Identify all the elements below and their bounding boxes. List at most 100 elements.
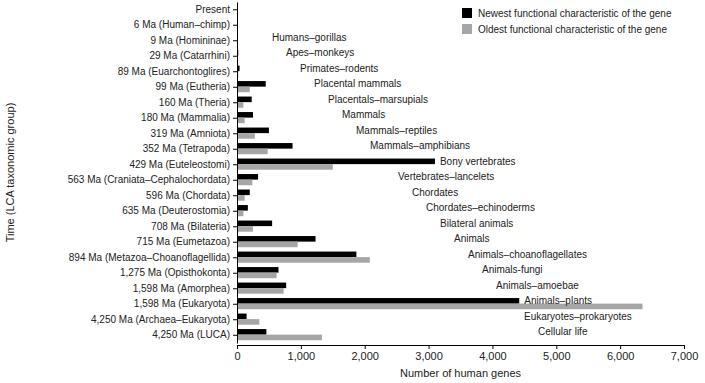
y-tick-label: 894 Ma (Metazoa–Choanoflagellida) xyxy=(69,252,230,263)
y-tick: 563 Ma (Craniata–Cephalochordata) xyxy=(68,174,237,185)
y-tick-mark xyxy=(233,242,237,243)
y-tick-label: 4,250 Ma (Archaea–Eukaryota) xyxy=(91,314,230,325)
bar xyxy=(237,298,519,304)
y-tick-label: 160 Ma (Theria) xyxy=(159,97,230,108)
annotation: Vertebrates–lancelets xyxy=(398,171,494,182)
y-tick-label: 596 Ma (Chordata) xyxy=(146,190,230,201)
annotation: Mammals xyxy=(342,109,385,120)
annotation: Animals–choanoflagellates xyxy=(468,249,587,260)
bar xyxy=(237,335,322,341)
y-axis-line xyxy=(237,3,238,344)
y-tick: 1,598 Ma (Amorphea) xyxy=(133,283,237,294)
x-tick-mark xyxy=(556,345,557,349)
annotation: Placental mammals xyxy=(314,78,401,89)
bar xyxy=(237,87,250,93)
y-tick: 1,275 Ma (Opisthokonta) xyxy=(120,267,237,278)
bar xyxy=(237,180,252,186)
bar xyxy=(237,283,286,289)
y-tick: 596 Ma (Chordata) xyxy=(146,190,237,201)
annotation: Apes–monkeys xyxy=(286,47,354,58)
x-tick-label: 7,000 xyxy=(671,350,699,362)
x-tick-label: 3,000 xyxy=(415,350,443,362)
y-tick-mark xyxy=(233,335,237,336)
y-tick-mark xyxy=(233,180,237,181)
bar xyxy=(237,226,253,232)
annotation: Eukaryotes–prokaryotes xyxy=(524,311,632,322)
y-tick-label: 99 Ma (Eutheria) xyxy=(156,81,230,92)
y-tick: 715 Ma (Eumetazoa) xyxy=(137,236,237,247)
y-tick: 180 Ma (Mammalia) xyxy=(141,112,237,123)
y-tick: 6 Ma (Human–chimp) xyxy=(134,19,237,30)
legend-item: Oldest functional characteristic of the … xyxy=(462,24,667,35)
x-tick-mark xyxy=(301,345,302,349)
y-tick-label: Present xyxy=(196,4,231,15)
y-tick-label: 708 Ma (Bilateria) xyxy=(151,221,230,232)
x-tick: 0 xyxy=(234,345,240,362)
bar xyxy=(237,205,248,211)
bars xyxy=(237,35,642,341)
x-tick: 4,000 xyxy=(479,345,507,362)
y-tick-mark xyxy=(233,25,237,26)
y-tick: 352 Ma (Tetrapoda) xyxy=(143,143,237,154)
x-axis-line xyxy=(238,345,685,346)
y-tick-label: 9 Ma (Homininae) xyxy=(151,35,230,46)
annotation: Mammals–reptiles xyxy=(356,125,437,136)
bar xyxy=(237,159,435,165)
x-tick-label: 5,000 xyxy=(543,350,571,362)
y-tick-label: 89 Ma (Euarchontoglires) xyxy=(118,66,230,77)
x-tick-mark xyxy=(620,345,621,349)
y-tick-label: 1,275 Ma (Opisthokonta) xyxy=(120,267,230,278)
y-tick-label: 352 Ma (Tetrapoda) xyxy=(143,143,230,154)
annotation: Animals-fungi xyxy=(482,264,543,275)
bar xyxy=(237,128,269,134)
x-tick-label: 1,000 xyxy=(288,350,316,362)
chart: 01,0002,0003,0004,0005,0006,0007,000Pres… xyxy=(0,0,705,383)
annotation: Bilateral animals xyxy=(440,218,513,229)
annotation: Cellular life xyxy=(538,326,588,337)
y-tick-mark xyxy=(233,304,237,305)
y-tick-mark xyxy=(233,211,237,212)
y-tick: 429 Ma (Euteleostomi) xyxy=(129,159,237,170)
bar xyxy=(237,314,247,320)
bar xyxy=(237,112,253,118)
bar xyxy=(237,267,279,273)
x-tick-label: 4,000 xyxy=(479,350,507,362)
y-tick: 99 Ma (Eutheria) xyxy=(156,81,237,92)
x-axis-title: Number of human genes xyxy=(400,367,522,379)
y-tick-label: 563 Ma (Craniata–Cephalochordata) xyxy=(68,174,230,185)
x-tick-mark xyxy=(492,345,493,349)
x-tick-mark xyxy=(365,345,366,349)
y-tick-label: 1,598 Ma (Eukaryota) xyxy=(134,298,230,309)
y-tick-mark xyxy=(233,319,237,320)
legend-item: Newest functional characteristic of the … xyxy=(462,8,672,19)
y-tick: 29 Ma (Catarrhini) xyxy=(149,50,237,61)
annotation: Primates–rodents xyxy=(300,63,378,74)
y-tick: 708 Ma (Bilateria) xyxy=(151,221,237,232)
bar xyxy=(237,81,266,87)
y-tick-mark xyxy=(233,133,237,134)
y-tick-mark xyxy=(233,71,237,72)
x-tick-mark xyxy=(684,345,685,349)
annotation: Animals–amoebae xyxy=(496,280,579,291)
bar xyxy=(237,236,316,242)
x-tick: 1,000 xyxy=(288,345,316,362)
bar xyxy=(237,97,252,103)
legend-swatch xyxy=(462,24,472,34)
bar xyxy=(237,242,298,248)
y-tick: 635 Ma (Deuterostomia) xyxy=(122,205,237,216)
bar xyxy=(237,221,272,227)
annotation: Chordates xyxy=(412,187,458,198)
y-tick-label: 635 Ma (Deuterostomia) xyxy=(122,205,230,216)
bar xyxy=(237,133,255,139)
y-tick-mark xyxy=(233,257,237,258)
y-tick: 4,250 Ma (LUCA) xyxy=(152,329,237,340)
y-tick-label: 715 Ma (Eumetazoa) xyxy=(137,236,230,247)
y-tick: 894 Ma (Metazoa–Choanoflagellida) xyxy=(69,252,237,263)
x-tick-mark xyxy=(429,345,430,349)
y-tick-mark xyxy=(233,40,237,41)
bar xyxy=(237,164,333,170)
bar xyxy=(237,195,245,201)
y-tick: 89 Ma (Euarchontoglires) xyxy=(118,66,237,77)
bar xyxy=(237,319,259,325)
y-tick: 1,598 Ma (Eukaryota) xyxy=(134,298,237,309)
